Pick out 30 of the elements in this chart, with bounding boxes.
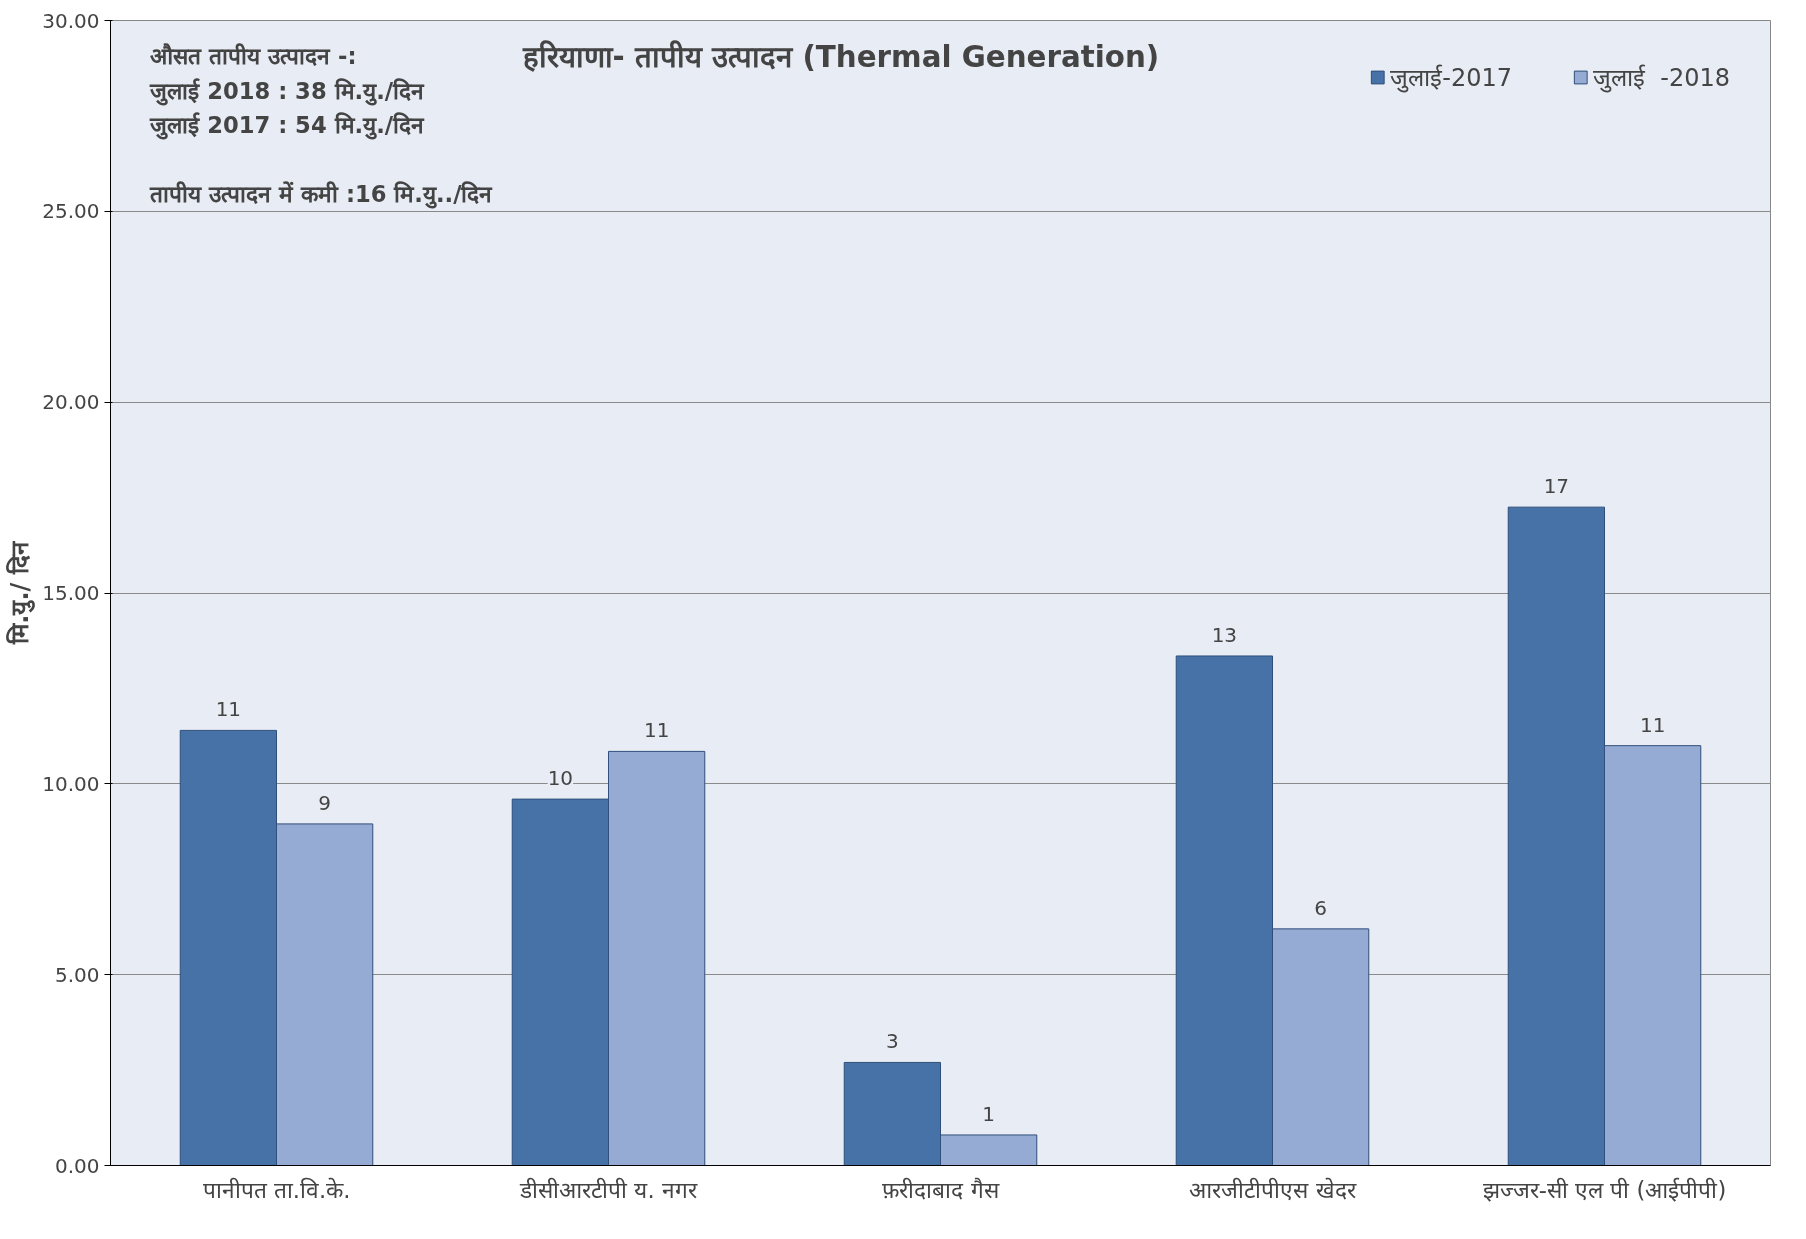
x-tick-label: आरजीटीपीएस खेदर [1189, 1176, 1357, 1203]
data-label: 11 [1639, 712, 1666, 737]
data-label: 9 [318, 790, 332, 815]
x-tick-label: पानीपत ता.वि.के. [202, 1176, 351, 1203]
y-tick-label: 25.00 [42, 199, 100, 224]
y-tick-label: 30.00 [42, 8, 100, 33]
y-tick-label: 15.00 [42, 581, 100, 605]
legend-label: जुलाई-2017 [1390, 63, 1512, 93]
y-tick-label: 20.00 [42, 390, 100, 415]
data-label: 13 [1211, 622, 1238, 647]
x-tick-label: डीसीआरटीपी य. नगर [519, 1176, 698, 1203]
data-label: 11 [643, 718, 670, 743]
annotation: जुलाई 2018 : 38 मि.यु./दिन [149, 77, 426, 106]
annotation: तापीय उत्पादन में कमी :16 मि.यु../दिन [149, 180, 494, 209]
data-label: 1 [982, 1101, 996, 1126]
data-label: 6 [1314, 895, 1328, 920]
y-tick-label: 10.00 [42, 771, 100, 796]
y-tick-label: 5.00 [54, 962, 100, 987]
y-axis-title: मि.यु./ दिन [6, 540, 36, 645]
annotation: औसत तापीय उत्पादन -: [150, 43, 357, 70]
legend-label: जुलाई -2018 [1593, 63, 1730, 93]
x-tick-label: फ़रीदाबाद गैस [882, 1176, 1000, 1203]
data-label: 3 [886, 1029, 899, 1054]
y-tick-label: 0.00 [54, 1153, 100, 1178]
data-label: 11 [215, 697, 242, 722]
annotation: जुलाई 2017 : 54 मि.यु./दिन [149, 112, 426, 141]
text: हरियाणा- तापीय उत्पादन (Thermal Generation) [521, 39, 1160, 74]
data-label: 17 [1543, 474, 1570, 499]
data-label: 10 [547, 766, 574, 791]
x-tick-label: झज्जर-सी एल पी (आईपीपी) [1482, 1176, 1727, 1203]
